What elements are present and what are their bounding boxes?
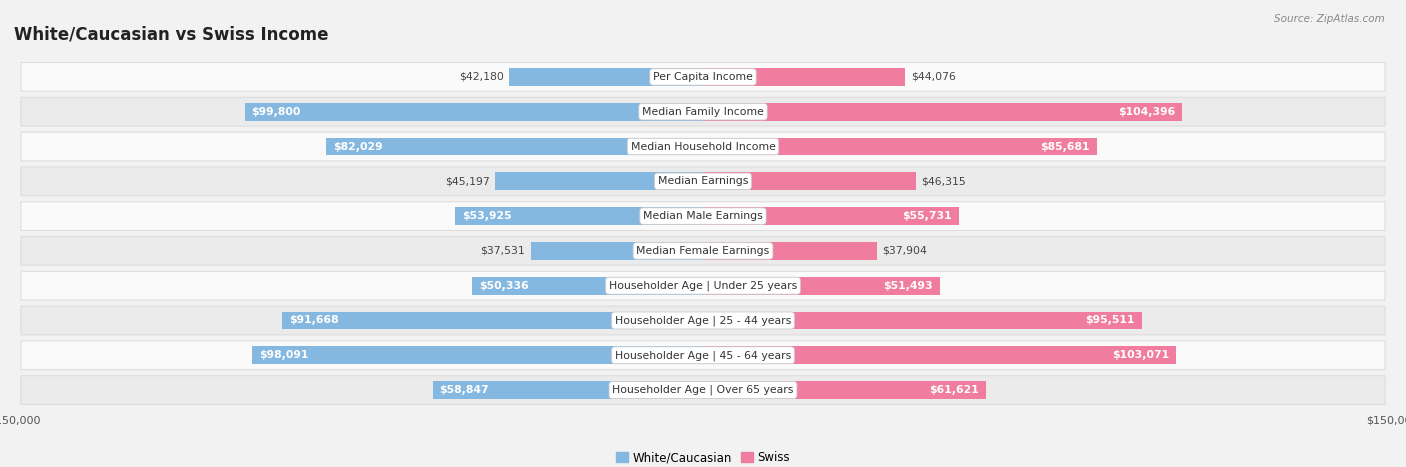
Bar <box>530 242 703 260</box>
Text: $45,197: $45,197 <box>446 177 489 186</box>
FancyBboxPatch shape <box>21 132 1385 161</box>
Bar <box>283 311 703 329</box>
Bar <box>703 207 959 225</box>
Text: $42,180: $42,180 <box>458 72 503 82</box>
Text: $95,511: $95,511 <box>1085 316 1135 325</box>
Text: Median Female Earnings: Median Female Earnings <box>637 246 769 256</box>
Text: Median Family Income: Median Family Income <box>643 107 763 117</box>
Text: $98,091: $98,091 <box>259 350 309 360</box>
Text: $85,681: $85,681 <box>1040 142 1090 151</box>
Bar <box>703 103 1182 120</box>
Bar <box>326 138 703 156</box>
FancyBboxPatch shape <box>21 167 1385 196</box>
FancyBboxPatch shape <box>21 63 1385 91</box>
Bar <box>456 207 703 225</box>
Text: $37,531: $37,531 <box>481 246 524 256</box>
Legend: White/Caucasian, Swiss: White/Caucasian, Swiss <box>612 446 794 467</box>
Bar <box>703 277 939 295</box>
Text: $103,071: $103,071 <box>1112 350 1170 360</box>
FancyBboxPatch shape <box>21 202 1385 231</box>
Bar <box>472 277 703 295</box>
Bar <box>509 68 703 86</box>
Text: Median Household Income: Median Household Income <box>630 142 776 151</box>
FancyBboxPatch shape <box>21 97 1385 126</box>
Bar <box>703 172 915 190</box>
Bar <box>703 138 1097 156</box>
Text: Source: ZipAtlas.com: Source: ZipAtlas.com <box>1274 14 1385 24</box>
Text: $46,315: $46,315 <box>921 177 966 186</box>
Text: $44,076: $44,076 <box>911 72 956 82</box>
Bar <box>703 347 1177 364</box>
Bar <box>245 103 703 120</box>
Text: White/Caucasian vs Swiss Income: White/Caucasian vs Swiss Income <box>14 26 329 44</box>
Text: Median Earnings: Median Earnings <box>658 177 748 186</box>
Bar <box>253 347 703 364</box>
FancyBboxPatch shape <box>21 306 1385 335</box>
Text: Householder Age | 45 - 64 years: Householder Age | 45 - 64 years <box>614 350 792 361</box>
Text: $53,925: $53,925 <box>463 211 512 221</box>
FancyBboxPatch shape <box>21 376 1385 404</box>
Text: $37,904: $37,904 <box>883 246 928 256</box>
FancyBboxPatch shape <box>21 341 1385 370</box>
Text: Householder Age | 25 - 44 years: Householder Age | 25 - 44 years <box>614 315 792 326</box>
Bar <box>495 172 703 190</box>
FancyBboxPatch shape <box>21 236 1385 265</box>
Text: Per Capita Income: Per Capita Income <box>652 72 754 82</box>
Bar <box>703 68 905 86</box>
Text: $55,731: $55,731 <box>903 211 952 221</box>
Text: $99,800: $99,800 <box>252 107 301 117</box>
Text: $61,621: $61,621 <box>929 385 979 395</box>
Bar <box>433 381 703 399</box>
Bar <box>703 242 877 260</box>
Bar <box>703 381 986 399</box>
Text: Householder Age | Over 65 years: Householder Age | Over 65 years <box>612 385 794 396</box>
Text: $50,336: $50,336 <box>478 281 529 290</box>
Text: $104,396: $104,396 <box>1118 107 1175 117</box>
Text: Median Male Earnings: Median Male Earnings <box>643 211 763 221</box>
Text: $58,847: $58,847 <box>440 385 489 395</box>
Text: $82,029: $82,029 <box>333 142 382 151</box>
FancyBboxPatch shape <box>21 271 1385 300</box>
Text: $91,668: $91,668 <box>288 316 339 325</box>
Bar <box>703 311 1142 329</box>
Text: Householder Age | Under 25 years: Householder Age | Under 25 years <box>609 281 797 291</box>
Text: $51,493: $51,493 <box>883 281 932 290</box>
